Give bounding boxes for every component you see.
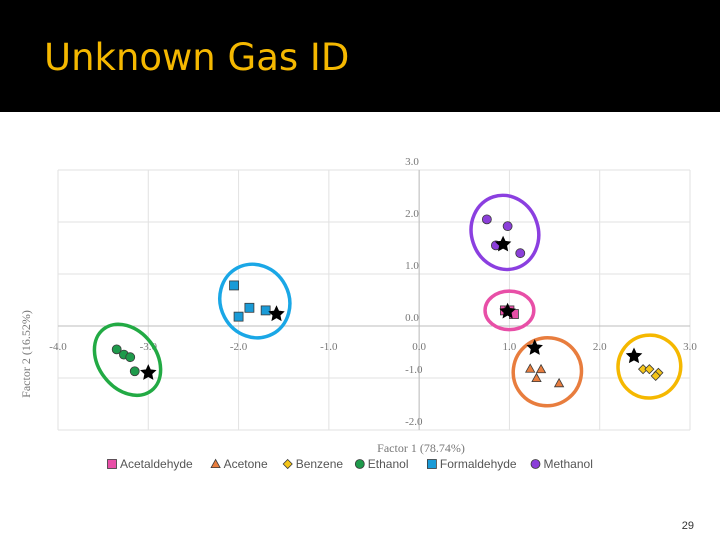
x-tick-label: -2.0: [230, 341, 248, 353]
legend-marker-methanol: [530, 459, 541, 469]
x-tick-label: 2.0: [593, 341, 607, 353]
x-tick-label: 3.0: [683, 341, 697, 353]
point-acetone: [525, 363, 536, 373]
cluster-ring: [92, 322, 163, 398]
legend-label-benzene: Benzene: [296, 457, 344, 471]
cluster-ring: [483, 289, 536, 332]
x-axis-label: Factor 1 (78.74%): [377, 441, 465, 455]
legend: Acetaldehyde Acetone Benzene Ethanol Formald…: [107, 457, 593, 471]
point-acetone: [535, 363, 547, 374]
cluster-ring: [218, 262, 292, 340]
point-formaldehyde: [244, 302, 255, 313]
slide-title: Unknown Gas ID: [44, 36, 350, 79]
unknown-star: [140, 364, 157, 380]
point-benzene: [650, 370, 661, 381]
point-benzene: [644, 364, 655, 375]
y-tick-label: 3.0: [405, 156, 419, 168]
point-ethanol: [129, 366, 140, 377]
unknown-markers: [140, 235, 643, 380]
legend-marker-ethanol: [354, 459, 365, 469]
unknown-star: [268, 305, 285, 322]
grid-layer: [57, 169, 691, 431]
unknown-star: [625, 347, 643, 364]
y-tick-label: 0.0: [405, 312, 419, 324]
legend-marker-formaldehyde: [426, 459, 437, 469]
legend-marker-benzene: [282, 458, 293, 470]
point-formaldehyde: [260, 305, 271, 316]
legend-label-acetaldehyde: Acetaldehyde: [120, 457, 193, 471]
cluster-ring: [469, 193, 541, 272]
point-methanol: [502, 221, 513, 232]
unknown-star: [494, 235, 512, 252]
legend-marker-acetone: [210, 458, 221, 469]
legend-marker-acetaldehyde: [107, 459, 117, 469]
point-ethanol: [125, 352, 136, 363]
x-tick-label: -1.0: [320, 341, 338, 353]
y-tick-label: -1.0: [405, 364, 423, 376]
unknown-star: [499, 302, 516, 319]
unknown-star: [526, 339, 543, 355]
y-tick-label: 2.0: [405, 208, 419, 220]
cluster-ring: [511, 336, 584, 408]
x-tick-label: 1.0: [503, 341, 517, 353]
y-tick-label: -2.0: [405, 416, 423, 428]
point-methanol: [515, 248, 526, 259]
point-ethanol: [111, 344, 122, 355]
legend-label-methanol: Methanol: [544, 457, 593, 471]
legend-label-acetone: Acetone: [224, 457, 268, 471]
y-axis-label: Factor 2 (16.52%): [19, 310, 33, 398]
point-methanol: [481, 214, 492, 225]
y-tick-label: 1.0: [405, 260, 419, 272]
cluster-ring: [616, 333, 683, 400]
point-formaldehyde: [233, 311, 244, 322]
legend-label-formaldehyde: Formaldehyde: [440, 457, 517, 471]
tick-labels: -4.0 -3.0 -2.0 -1.0 0.0 1.0 2.0 3.03.02.01.00.0…: [49, 156, 697, 428]
point-acetone: [531, 372, 542, 383]
legend-label-ethanol: Ethanol: [368, 457, 409, 471]
scatter-chart: -4.0 -3.0 -2.0 -1.0 0.0 1.0 2.0 3.03.02.01.00.0…: [19, 156, 697, 471]
point-formaldehyde: [229, 280, 239, 291]
point-acetone: [553, 377, 565, 388]
title-bar: [0, 0, 720, 112]
cluster-rings: [92, 193, 683, 408]
x-tick-label: 0.0: [412, 341, 426, 353]
x-tick-label: -4.0: [49, 341, 67, 353]
slide-number: 29: [681, 520, 694, 532]
